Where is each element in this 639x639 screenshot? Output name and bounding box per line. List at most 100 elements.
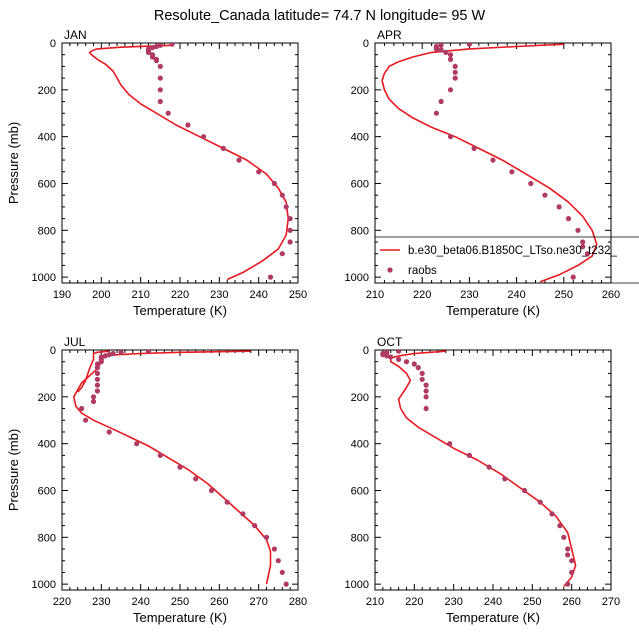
obs-point bbox=[433, 46, 439, 52]
obs-point bbox=[118, 350, 124, 355]
obs-point bbox=[584, 251, 591, 257]
y-tick-label: 0 bbox=[363, 345, 369, 357]
plot-frame bbox=[61, 42, 299, 284]
panel-jan: 190 200 210 220 230 240 250 0 200 400 600 800 1000 Te… bbox=[6, 28, 307, 318]
obs-point bbox=[447, 87, 454, 93]
obs-point bbox=[256, 169, 262, 175]
obs-point bbox=[521, 487, 528, 494]
obs-point bbox=[165, 110, 171, 116]
obs-point bbox=[570, 274, 576, 280]
y-tick-label: 1000 bbox=[32, 579, 56, 591]
obs-point bbox=[94, 388, 100, 394]
obs-point bbox=[157, 452, 163, 458]
obs-point bbox=[380, 352, 386, 358]
obs-point bbox=[287, 227, 293, 233]
x-tick-label: 230 bbox=[210, 289, 228, 301]
obs-point bbox=[98, 359, 104, 365]
x-tick-label: 250 bbox=[555, 289, 573, 301]
obs-point bbox=[94, 361, 100, 367]
obs-point bbox=[283, 581, 289, 587]
y-tick-label: 600 bbox=[38, 485, 56, 497]
obs-point bbox=[549, 511, 555, 517]
x-tick-label: 280 bbox=[289, 596, 307, 608]
plot-area bbox=[73, 350, 289, 587]
obs-point bbox=[542, 192, 548, 198]
obs-point bbox=[90, 398, 97, 405]
obs-point bbox=[252, 523, 258, 529]
x-tick-label: 230 bbox=[92, 596, 110, 608]
legend-obs-swatch bbox=[387, 267, 393, 273]
model-profile-line bbox=[73, 350, 272, 585]
obs-point bbox=[396, 356, 402, 362]
obs-point bbox=[149, 54, 156, 60]
obs-point bbox=[149, 45, 156, 51]
obs-point bbox=[565, 216, 572, 222]
obs-point bbox=[565, 552, 571, 558]
obs-point bbox=[94, 382, 100, 388]
obs-point bbox=[287, 239, 293, 245]
obs-point bbox=[575, 227, 581, 233]
obs-point bbox=[279, 569, 285, 576]
x-tick-label: 240 bbox=[249, 289, 267, 301]
obs-point bbox=[220, 145, 226, 151]
obs-point bbox=[106, 429, 112, 435]
obs-point bbox=[240, 511, 246, 517]
y-tick-label: 400 bbox=[351, 132, 369, 144]
obs-point bbox=[106, 352, 112, 358]
obs-point bbox=[447, 134, 454, 140]
obs-point bbox=[79, 405, 85, 412]
figure-title: Resolute_Canada latitude= 74.7 N longitu… bbox=[154, 8, 486, 24]
obs-point bbox=[83, 417, 89, 423]
panel-month-label: JAN bbox=[64, 28, 87, 42]
y-axis-label: Pressure (mb) bbox=[6, 122, 21, 204]
model-profile-line bbox=[88, 44, 289, 281]
obs-point bbox=[423, 405, 429, 412]
obs-point bbox=[556, 204, 562, 210]
obs-point bbox=[580, 244, 586, 250]
obs-point bbox=[569, 558, 575, 564]
obs-point bbox=[94, 376, 100, 382]
obs-point bbox=[419, 376, 425, 382]
obs-point bbox=[565, 546, 571, 552]
obs-point bbox=[447, 52, 454, 58]
obs-point bbox=[433, 110, 439, 116]
legend-obs-label: raobs bbox=[408, 265, 437, 277]
y-axis-label: Pressure (mb) bbox=[6, 429, 21, 511]
obs-point bbox=[388, 354, 394, 360]
obs-point bbox=[145, 49, 152, 56]
obs-point bbox=[224, 499, 230, 505]
obs-point bbox=[275, 558, 281, 564]
obs-point bbox=[263, 534, 270, 540]
obs-point bbox=[423, 394, 429, 400]
obs-point bbox=[528, 180, 534, 187]
x-tick-label: 260 bbox=[562, 596, 580, 608]
obs-point bbox=[403, 359, 410, 365]
obs-point bbox=[537, 499, 543, 505]
obs-point bbox=[236, 157, 242, 163]
obs-point bbox=[557, 523, 563, 529]
y-tick-label: 1000 bbox=[345, 272, 369, 284]
y-tick-label: 600 bbox=[38, 178, 56, 190]
x-axis-label: Temperature (K) bbox=[133, 303, 227, 318]
obs-point bbox=[283, 204, 289, 210]
y-tick-label: 400 bbox=[38, 132, 56, 144]
obs-point bbox=[466, 43, 472, 47]
obs-point bbox=[452, 69, 458, 75]
obs-point bbox=[486, 464, 492, 470]
y-tick-label: 200 bbox=[351, 392, 369, 404]
x-tick-label: 250 bbox=[171, 596, 189, 608]
plot-area bbox=[380, 350, 577, 588]
obs-point bbox=[134, 441, 140, 447]
obs-point bbox=[438, 47, 444, 53]
x-tick-label: 200 bbox=[92, 289, 110, 301]
x-tick-label: 220 bbox=[171, 289, 189, 301]
y-tick-label: 800 bbox=[351, 532, 369, 544]
x-tick-label: 220 bbox=[405, 596, 423, 608]
obs-point bbox=[423, 382, 429, 388]
obs-point bbox=[443, 49, 449, 56]
obs-point bbox=[110, 350, 116, 357]
model-profile-line bbox=[381, 43, 598, 283]
y-tick-label: 800 bbox=[38, 225, 56, 237]
panel-month-label: APR bbox=[377, 28, 402, 42]
panel-apr: 210 220 230 240 250 260 0 200 400 600 800 1000 Tempe… bbox=[345, 28, 639, 318]
